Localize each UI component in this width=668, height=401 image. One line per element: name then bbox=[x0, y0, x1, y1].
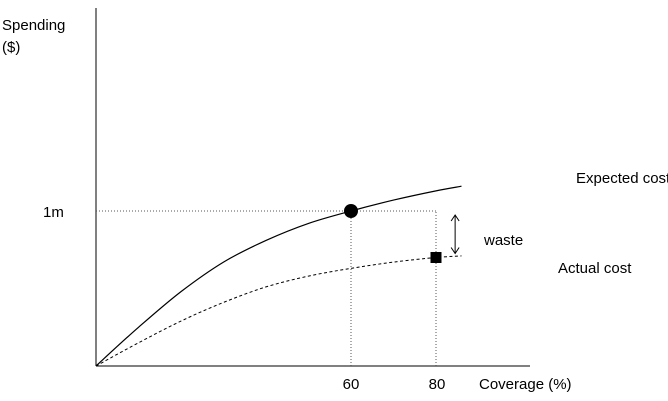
actual-cost-label: Actual cost bbox=[558, 260, 632, 277]
waste-label: waste bbox=[483, 232, 523, 249]
x-axis-label: Coverage (%) bbox=[479, 376, 572, 393]
waste-arrow-head-top bbox=[450, 214, 460, 222]
x-tick-80: 80 bbox=[429, 376, 446, 393]
expected-cost-line bbox=[95, 185, 462, 367]
actual-cost-line bbox=[95, 255, 462, 367]
actual-cost-marker bbox=[430, 252, 442, 263]
y-tick-1m: 1m bbox=[43, 204, 64, 221]
y-axis-label-line-2: ($) bbox=[2, 39, 20, 56]
waste-arrow-head-bottom bbox=[450, 247, 460, 255]
reference-lines bbox=[96, 210, 437, 366]
x-tick-60: 60 bbox=[343, 376, 360, 393]
expected-cost-marker bbox=[344, 204, 358, 218]
expected-cost-label: Expected cost bbox=[576, 170, 668, 187]
y-axis-label-line-1: Spending bbox=[2, 17, 65, 34]
